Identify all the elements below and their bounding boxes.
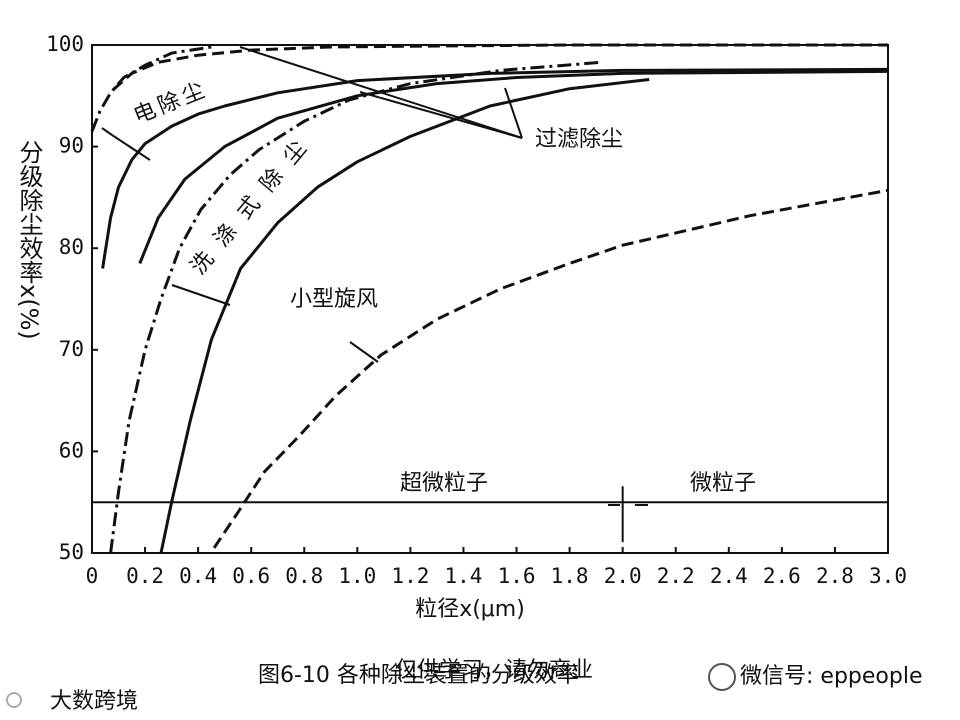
x-tick-label: 2.2 xyxy=(657,564,695,588)
annotation-pointer xyxy=(239,46,523,139)
efficiency-curve xyxy=(109,60,602,554)
watermark-wechat: 微信号: eppeople xyxy=(740,664,922,689)
annotation: 电除尘 xyxy=(130,77,212,129)
annotation-pointer xyxy=(111,134,151,161)
annotation: 超微粒子 xyxy=(400,471,488,496)
y-axis-label: 分级除尘效率x(%) xyxy=(15,140,43,340)
annotation-pointer xyxy=(504,87,523,139)
x-tick-label: 1.6 xyxy=(498,564,536,588)
x-axis-label: 粒径x(μm) xyxy=(415,597,525,622)
y-tick-label: 90 xyxy=(59,134,84,158)
annotation-pointer xyxy=(349,341,379,363)
efficiency-curve xyxy=(138,69,889,264)
x-tick-label: 2.6 xyxy=(763,564,801,588)
x-tick-label: 0.6 xyxy=(232,564,270,588)
x-tick-label: 0 xyxy=(86,564,99,588)
x-tick-label: 3.0 xyxy=(869,564,907,588)
brand-icon xyxy=(6,692,22,708)
y-tick-label: 100 xyxy=(46,32,84,56)
annotation-pointer xyxy=(359,91,523,139)
annotation: 微粒子 xyxy=(690,471,756,496)
x-tick-label: 1.0 xyxy=(338,564,376,588)
x-tick-label: 2.0 xyxy=(604,564,642,588)
caption: 图6-10 各种除尘装置的分级效率 xyxy=(258,663,579,688)
x-tick-label: 2.4 xyxy=(710,564,748,588)
wechat-icon xyxy=(708,663,736,691)
x-tick-label: 0.8 xyxy=(285,564,323,588)
annotation-pointer xyxy=(101,127,113,136)
y-tick-label: 70 xyxy=(59,337,84,361)
watermark-notice: 仅供学习，请勿商业 xyxy=(395,658,593,683)
x-tick-label: 1.4 xyxy=(444,564,482,588)
y-tick-label: 60 xyxy=(59,438,84,462)
efficiency-curve xyxy=(90,45,212,132)
annotation: 小型旋风 xyxy=(290,287,378,312)
efficiency-curve xyxy=(159,78,650,554)
x-tick-label: 1.8 xyxy=(551,564,589,588)
y-tick-label: 50 xyxy=(59,540,84,564)
efficiency-curve xyxy=(112,43,888,91)
annotation: 过滤除尘 xyxy=(535,127,623,152)
x-tick-label: 2.8 xyxy=(816,564,854,588)
annotation-pointer xyxy=(171,284,231,306)
x-tick-label: 0.4 xyxy=(179,564,217,588)
x-tick-label: 1.2 xyxy=(391,564,429,588)
x-tick-label: 0.2 xyxy=(126,564,164,588)
y-tick-label: 80 xyxy=(59,235,84,259)
watermark-brand: 大数跨境 xyxy=(50,689,138,714)
efficiency-curve xyxy=(212,188,889,549)
